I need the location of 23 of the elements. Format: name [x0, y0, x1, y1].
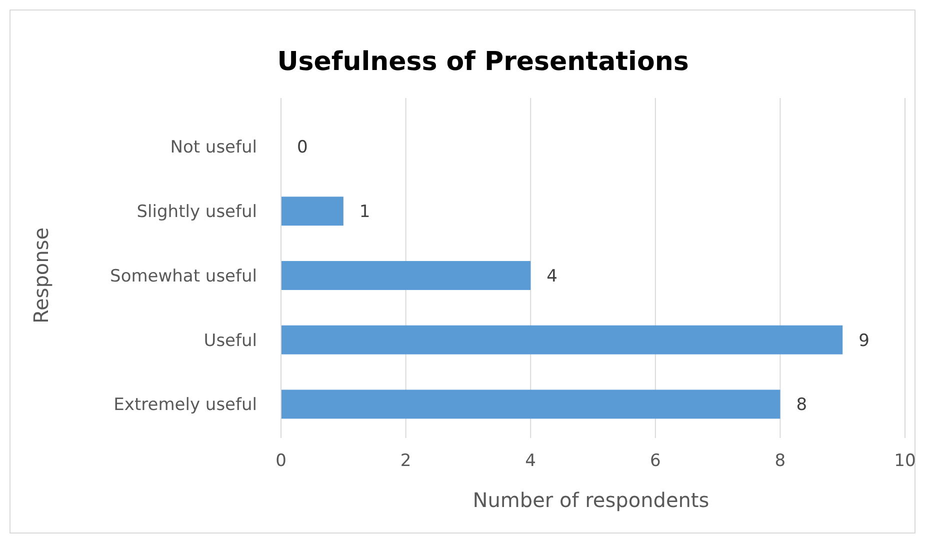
y-tick-label: Extremely useful: [114, 395, 257, 416]
x-tick-label: 6: [650, 451, 661, 471]
x-tick-label: 8: [774, 451, 786, 471]
chart-title: Usefulness of Presentations: [277, 47, 689, 77]
data-label: 0: [297, 138, 308, 158]
bar: [281, 390, 780, 419]
bar: [281, 196, 344, 226]
bar: [281, 325, 843, 354]
x-tick-label: 2: [400, 451, 412, 471]
x-axis-title: Number of respondents: [472, 488, 710, 512]
x-tick-label: 0: [276, 451, 286, 471]
bar: [281, 261, 531, 290]
y-tick-label: Somewhat useful: [110, 266, 257, 286]
y-tick-label: Not useful: [170, 138, 257, 158]
data-label: 4: [546, 266, 558, 286]
data-label: 8: [796, 395, 808, 416]
data-label: 9: [858, 330, 870, 351]
x-tick-label: 10: [894, 451, 916, 471]
y-tick-label: Slightly useful: [136, 202, 257, 222]
y-axis-title: Response: [29, 227, 53, 324]
data-label: 1: [359, 202, 370, 222]
x-tick-label: 4: [525, 451, 536, 471]
y-tick-label: Useful: [204, 330, 257, 351]
